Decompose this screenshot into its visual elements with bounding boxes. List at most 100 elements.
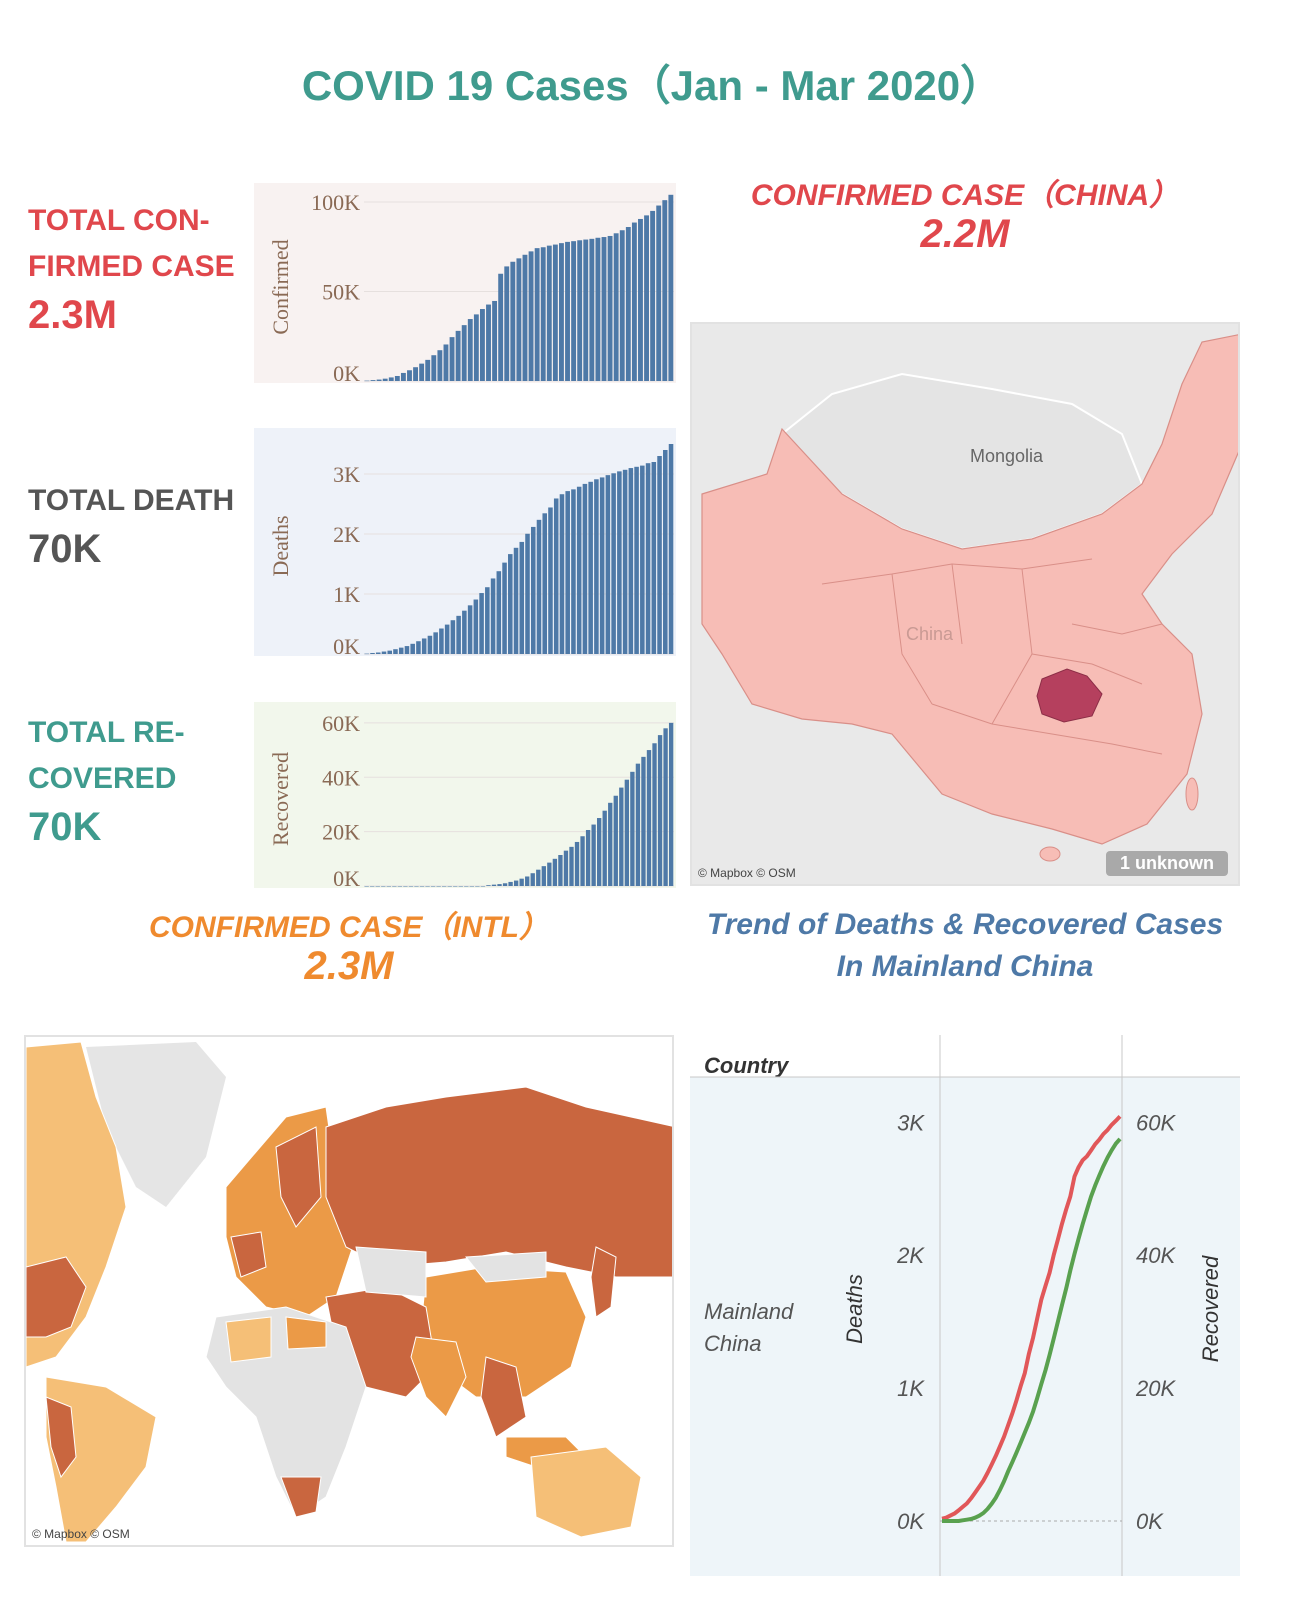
bar[interactable] [479,309,485,381]
bar[interactable] [386,886,391,887]
bar[interactable] [486,304,491,381]
bar[interactable] [421,638,427,654]
bar[interactable] [657,456,662,654]
bar[interactable] [461,325,467,381]
bar[interactable] [548,507,553,654]
bar[interactable] [602,810,607,886]
bar[interactable] [510,261,516,381]
bar[interactable] [427,635,433,654]
bar[interactable] [645,463,651,654]
bar[interactable] [522,254,528,381]
bar[interactable] [491,884,497,886]
bar[interactable] [617,471,622,654]
bar[interactable] [622,469,628,654]
bar[interactable] [414,886,419,887]
bar[interactable] [668,722,674,886]
series-line-deaths[interactable] [941,1115,1122,1521]
bar[interactable] [536,869,541,886]
bar[interactable] [502,883,508,886]
bar[interactable] [588,481,593,654]
bar[interactable] [410,643,415,654]
bar[interactable] [552,244,558,381]
bar[interactable] [475,886,480,887]
bar[interactable] [496,571,502,654]
bar[interactable] [624,779,630,886]
bar[interactable] [591,824,596,886]
bar[interactable] [605,475,611,654]
bar[interactable] [397,886,403,887]
bar[interactable] [585,829,591,886]
bar[interactable] [425,359,431,381]
bar[interactable] [599,477,605,654]
bar[interactable] [513,547,519,654]
bar[interactable] [663,450,668,654]
bar[interactable] [431,355,437,381]
bar[interactable] [464,886,469,887]
bar[interactable] [508,554,513,654]
world-map[interactable]: © Mapbox © OSM [24,1035,674,1547]
bar[interactable] [530,873,535,886]
bar[interactable] [528,251,534,381]
bar[interactable] [607,235,613,381]
bar[interactable] [558,855,563,886]
bar[interactable] [569,846,574,886]
bar[interactable] [403,886,408,887]
bar[interactable] [456,615,461,654]
bar[interactable] [553,498,559,654]
bar[interactable] [485,587,490,654]
bar[interactable] [480,886,486,887]
bar[interactable] [552,858,558,886]
bar[interactable] [387,650,393,654]
bar[interactable] [650,210,656,381]
bar[interactable] [565,241,570,381]
bar[interactable] [668,194,674,381]
bar[interactable] [601,237,607,381]
bar[interactable] [486,885,491,886]
bar[interactable] [398,647,404,654]
bar[interactable] [611,473,616,654]
bar[interactable] [388,377,394,381]
bar[interactable] [381,886,386,887]
bar[interactable] [628,468,634,654]
bar[interactable] [375,652,381,655]
bar[interactable] [668,444,674,654]
bar[interactable] [508,881,513,886]
bar[interactable] [442,886,447,887]
bar[interactable] [439,628,444,655]
bar[interactable] [407,370,412,381]
bar[interactable] [534,248,540,381]
bar[interactable] [583,239,589,381]
bar[interactable] [370,652,375,654]
bar[interactable] [580,836,585,886]
bar[interactable] [546,245,552,381]
bar[interactable] [394,375,400,381]
bar[interactable] [490,578,496,654]
bar[interactable] [382,378,388,381]
bar[interactable] [458,886,463,887]
bar[interactable] [392,886,397,887]
bar[interactable] [455,330,461,381]
bar[interactable] [625,227,631,381]
bar[interactable] [453,886,458,887]
bar[interactable] [613,233,619,381]
china-map[interactable]: Mongolia China © Mapbox © OSM 1 unknown [690,322,1240,886]
bar[interactable] [536,519,542,654]
bar[interactable] [651,462,657,654]
bar[interactable] [381,651,387,654]
bar[interactable] [416,641,421,654]
bar[interactable] [370,886,375,887]
bar[interactable] [634,466,639,654]
bar[interactable] [497,884,502,886]
bar[interactable] [364,886,369,887]
bar[interactable] [492,300,498,381]
bar[interactable] [469,886,475,887]
bar[interactable] [450,620,456,654]
bar[interactable] [467,319,473,381]
bar[interactable] [519,878,524,886]
bar[interactable] [479,593,484,654]
bar[interactable] [571,241,577,381]
bar[interactable] [594,479,599,654]
bar[interactable] [619,230,625,381]
bar[interactable] [547,862,552,886]
bar[interactable] [473,314,479,381]
